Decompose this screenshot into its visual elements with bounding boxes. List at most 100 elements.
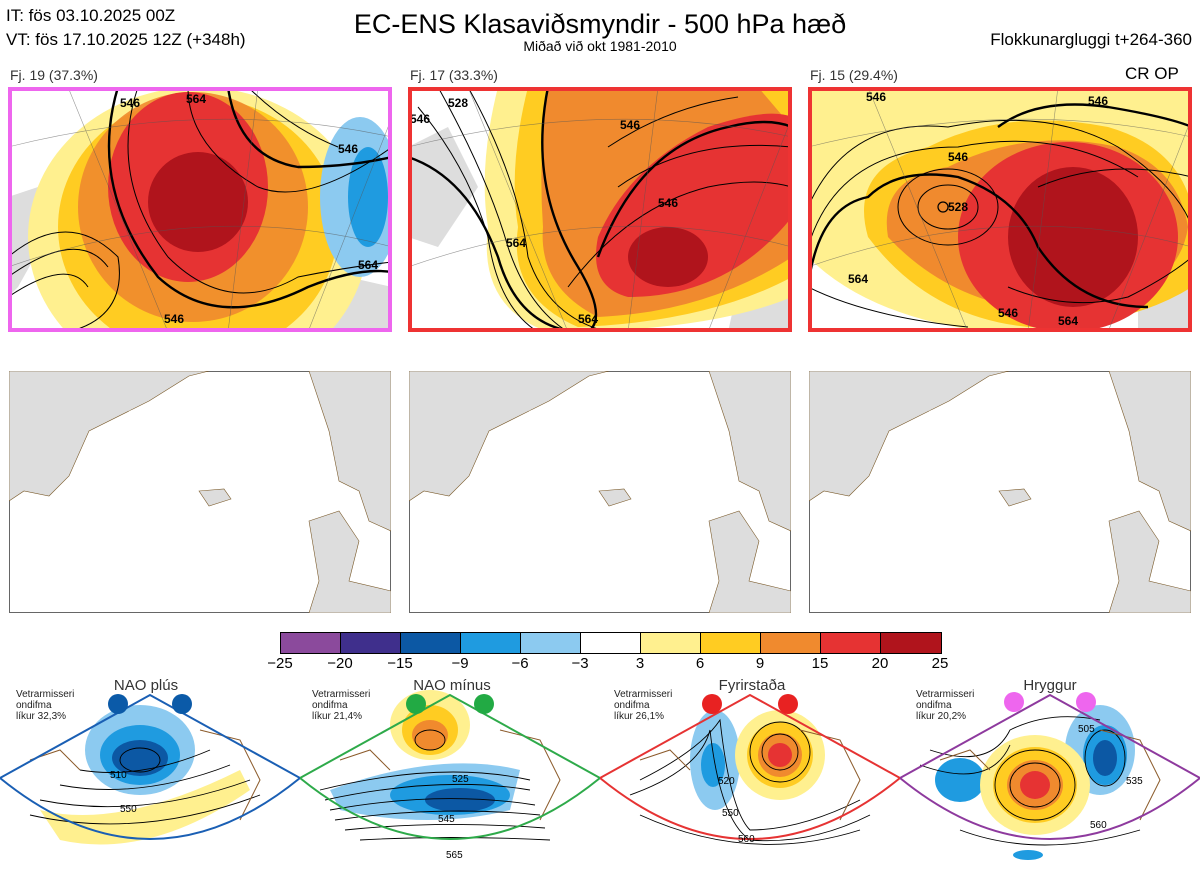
regime-dot — [406, 694, 426, 714]
base-map-1 — [9, 371, 391, 613]
contour-label: 546 — [998, 306, 1018, 320]
colorbar-cell — [281, 633, 341, 653]
regime-contour-label: 560 — [1090, 820, 1107, 831]
page-subtitle: Miðað við okt 1981-2010 — [523, 38, 677, 54]
regime-map-nao-minus: 525 545 565 — [300, 690, 600, 861]
colorbar-cell — [761, 633, 821, 653]
contour-label: 564 — [186, 92, 206, 106]
colorbar-tick-label: 15 — [811, 655, 829, 672]
regime-contour-label: 505 — [1078, 724, 1095, 735]
base-map-2 — [409, 371, 791, 613]
regime-map-nao-plus: 510 550 — [0, 693, 300, 845]
colorbar-tick-label: 25 — [931, 655, 949, 672]
regime-dot — [172, 694, 192, 714]
cluster-frame — [8, 87, 392, 332]
regime-1-name: NAO plús — [113, 677, 179, 694]
regime-3-name: Fyrirstaða — [718, 677, 786, 694]
colorbar-tick-label: 9 — [755, 655, 765, 672]
regime-sector-outline — [300, 693, 600, 840]
regime-contour-label: 560 — [738, 834, 755, 845]
colorbar-tick-label: 6 — [695, 655, 705, 672]
contour-label: 564 — [506, 236, 526, 250]
colorbar — [280, 632, 942, 654]
regime-map-ridge: 505 535 560 — [900, 692, 1200, 860]
cluster-3-label: Fj. 15 (29.4%) — [810, 67, 898, 83]
scandinavia-land — [708, 371, 791, 532]
regime-contour-label: 520 — [718, 776, 735, 787]
classification-window: Flokkunargluggi t+264-360 — [990, 30, 1192, 49]
colorbar-tick-label: 20 — [871, 655, 889, 672]
contour-label: 546 — [1088, 94, 1108, 108]
page-title: EC-ENS Klasaviðsmyndir - 500 hPa hæð — [353, 9, 847, 39]
cluster-map-2: 528 546 546 564 546 564 — [408, 87, 792, 332]
colorbar-tick-label: −25 — [267, 655, 293, 672]
base-map-3 — [809, 371, 1191, 613]
regime-3-info: Vetrarmisseri ondifma líkur 26,1% — [614, 689, 673, 722]
greenland-land — [408, 127, 478, 247]
contour-label: 564 — [358, 258, 378, 272]
colorbar-tick-label: −3 — [571, 655, 589, 672]
colorbar-tick-label: −15 — [387, 655, 413, 672]
regime-contour-label: 550 — [722, 808, 739, 819]
iceland-land — [598, 488, 632, 507]
cluster-map-3: 546 528 546 564 546 564 546 — [808, 87, 1192, 332]
regime-contour-label: 550 — [120, 804, 137, 815]
colorbar-tick-label: −6 — [511, 655, 529, 672]
colorbar-ticks: −25 −20 −15 −9 −6 −3 3 6 9 15 20 25 — [260, 656, 960, 674]
iceland-land — [198, 488, 232, 507]
contour-label: 564 — [578, 312, 598, 326]
colorbar-tick-label: −20 — [327, 655, 353, 672]
contour-label: 546 — [120, 96, 140, 110]
contour-label: 546 — [410, 112, 430, 126]
colorbar-cell — [341, 633, 401, 653]
valid-time: VT: fös 17.10.2025 12Z (+348h) — [6, 30, 246, 49]
europe-land — [1108, 510, 1191, 613]
contour-label: 546 — [620, 118, 640, 132]
regime-2-info: Vetrarmisseri ondifma líkur 21,4% — [312, 689, 371, 722]
regime-map-blocking: 520 550 560 — [600, 693, 900, 845]
scandinavia-land — [308, 371, 391, 532]
regime-contour-label: 525 — [452, 774, 469, 785]
regime-contour-label: 510 — [110, 770, 127, 781]
regime-dot — [702, 694, 722, 714]
regime-4-name: Hryggur — [1023, 677, 1077, 694]
contour-label: 564 — [1058, 314, 1078, 328]
regime-4-info: Vetrarmisseri ondifma líkur 20,2% — [916, 689, 975, 722]
scandinavia-land — [1108, 371, 1191, 532]
europe-land — [308, 510, 391, 613]
regime-contour-label: 565 — [446, 850, 463, 861]
cluster-map-1: 546 564 546 564 546 — [8, 87, 392, 332]
regime-2-name: NAO mínus — [413, 677, 491, 694]
colorbar-tick-label: 3 — [635, 655, 645, 672]
colorbar-cell — [521, 633, 581, 653]
contour-label: 564 — [848, 272, 868, 286]
regime-sector-outline — [0, 693, 300, 840]
regime-sector-outline — [900, 693, 1200, 840]
contour-label: 546 — [164, 312, 184, 326]
regime-1-info: Vetrarmisseri ondifma líkur 32,3% — [16, 689, 75, 722]
colorbar-cell — [821, 633, 881, 653]
colorbar-cell — [881, 633, 941, 653]
regime-contour-label: 545 — [438, 814, 455, 825]
cluster-1-label: Fj. 19 (37.3%) — [10, 67, 98, 83]
colorbar-cell — [461, 633, 521, 653]
cr-op-label: CR OP — [1125, 64, 1179, 83]
cluster-frame — [408, 87, 792, 332]
regime-sector-outline — [600, 693, 900, 840]
regime-dot — [1076, 692, 1096, 712]
contour-label: 546 — [658, 196, 678, 210]
contour-label: 546 — [866, 90, 886, 104]
colorbar-cell — [401, 633, 461, 653]
colorbar-cell — [641, 633, 701, 653]
regime-dot — [1004, 692, 1024, 712]
europe-land — [708, 510, 791, 613]
regime-dot — [474, 694, 494, 714]
regime-dot — [778, 694, 798, 714]
contour-label: 528 — [448, 96, 468, 110]
iceland-land — [998, 488, 1032, 507]
cluster-2-label: Fj. 17 (33.3%) — [410, 67, 498, 83]
contour-label: 546 — [338, 142, 358, 156]
colorbar-cell — [581, 633, 641, 653]
contour-label: 546 — [948, 150, 968, 164]
regime-dot — [108, 694, 128, 714]
